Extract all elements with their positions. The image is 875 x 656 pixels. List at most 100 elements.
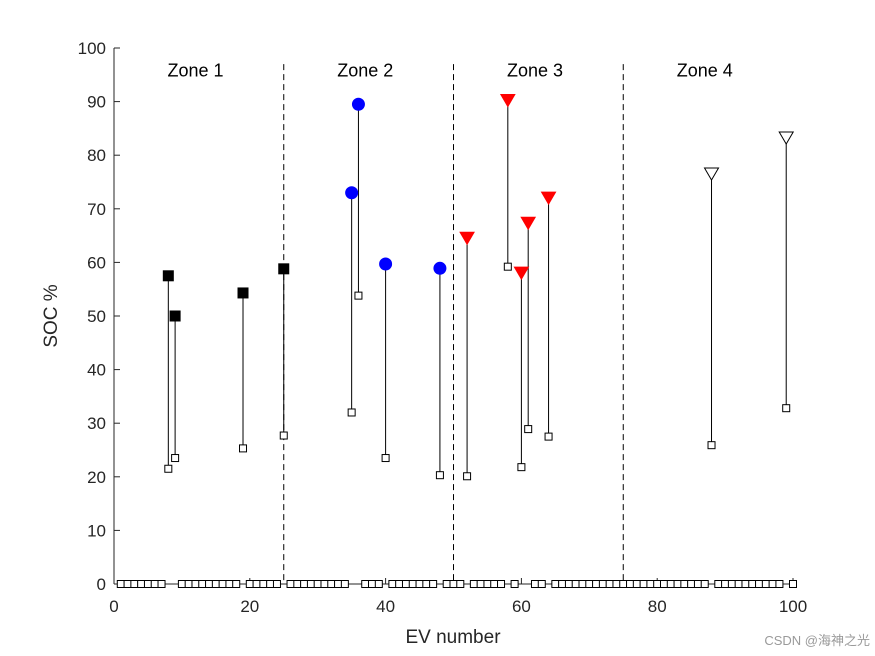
idle-ev-marker xyxy=(605,580,614,588)
idle-ev-marker xyxy=(245,580,254,588)
idle-ev-marker xyxy=(191,580,200,588)
idle-ev-marker xyxy=(741,580,750,588)
final-soc-open-triangle xyxy=(778,131,795,146)
idle-ev-marker xyxy=(639,580,648,588)
idle-ev-marker xyxy=(327,580,336,588)
initial-soc-marker xyxy=(435,471,444,480)
idle-ev-marker xyxy=(714,580,723,588)
idle-ev-marker xyxy=(429,580,438,588)
idle-ev-marker xyxy=(537,580,546,588)
idle-ev-marker xyxy=(775,580,784,588)
idle-ev-marker xyxy=(551,580,560,588)
idle-ev-marker xyxy=(612,580,621,588)
idle-ev-marker xyxy=(361,580,370,588)
y-tick-label: 80 xyxy=(87,146,106,165)
idle-ev-marker xyxy=(687,580,696,588)
idle-ev-marker xyxy=(673,580,682,588)
zone-label: Zone 1 xyxy=(167,61,223,81)
idle-ev-marker xyxy=(585,580,594,588)
idle-ev-marker xyxy=(490,580,499,588)
idle-ev-marker xyxy=(184,580,193,588)
idle-ev-marker xyxy=(198,580,207,588)
idle-ev-marker xyxy=(137,580,146,588)
idle-ev-marker xyxy=(768,580,777,588)
zone-label: Zone 4 xyxy=(677,61,733,81)
idle-ev-marker xyxy=(619,580,628,588)
idle-ev-marker xyxy=(422,580,431,588)
final-soc-square xyxy=(278,263,290,275)
initial-soc-marker xyxy=(463,472,472,481)
idle-ev-marker xyxy=(721,580,730,588)
initial-soc-marker xyxy=(544,432,553,441)
idle-ev-marker xyxy=(442,580,451,588)
final-soc-triangle xyxy=(499,94,516,108)
final-soc-square xyxy=(237,287,249,299)
initial-soc-marker xyxy=(524,425,533,434)
idle-ev-marker xyxy=(646,580,655,588)
idle-ev-marker xyxy=(306,580,315,588)
initial-soc-marker xyxy=(517,463,526,472)
initial-soc-marker xyxy=(279,431,288,440)
final-soc-circle xyxy=(345,186,359,200)
zone-label: Zone 2 xyxy=(337,61,393,81)
y-tick-label: 50 xyxy=(87,307,106,326)
idle-ev-marker xyxy=(755,580,764,588)
idle-ev-marker xyxy=(571,580,580,588)
idle-ev-marker xyxy=(205,580,214,588)
initial-soc-marker xyxy=(354,291,363,300)
idle-ev-marker xyxy=(483,580,492,588)
idle-ev-marker xyxy=(286,580,295,588)
idle-ev-marker xyxy=(123,580,132,588)
idle-ev-marker xyxy=(252,580,261,588)
idle-ev-marker xyxy=(300,580,309,588)
y-tick-label: 60 xyxy=(87,253,106,272)
initial-soc-marker xyxy=(347,408,356,417)
y-tick-label: 70 xyxy=(87,200,106,219)
final-soc-triangle xyxy=(513,266,530,281)
final-soc-open-triangle xyxy=(703,167,720,181)
idle-ev-marker xyxy=(456,580,465,588)
x-tick-label: 40 xyxy=(376,597,395,616)
idle-ev-marker xyxy=(320,580,329,588)
idle-ev-marker xyxy=(476,580,485,588)
idle-ev-marker xyxy=(232,580,241,588)
final-soc-square xyxy=(162,270,174,282)
idle-ev-marker xyxy=(340,580,349,588)
idle-ev-marker xyxy=(693,580,702,588)
idle-ev-marker xyxy=(626,580,635,588)
idle-ev-marker xyxy=(368,580,377,588)
idle-ev-marker xyxy=(632,580,641,588)
y-tick-label: 90 xyxy=(87,93,106,112)
y-tick-label: 40 xyxy=(87,361,106,380)
idle-ev-marker xyxy=(598,580,607,588)
idle-ev-marker xyxy=(143,580,152,588)
idle-ev-marker xyxy=(218,580,227,588)
initial-soc-marker xyxy=(171,454,180,463)
idle-ev-marker xyxy=(449,580,458,588)
idle-ev-marker xyxy=(469,580,478,588)
axes: 0 20 40 60 80 100 0 10 20 30 40 50 60 70 80 90 100 xyxy=(78,39,808,616)
x-tick-label: 80 xyxy=(648,597,667,616)
idle-ev-marker xyxy=(395,580,404,588)
idle-ev-marker xyxy=(272,580,281,588)
idle-ev-marker xyxy=(266,580,275,588)
idle-ev-marker xyxy=(592,580,601,588)
idle-ev-marker xyxy=(700,580,709,588)
initial-soc-marker xyxy=(707,441,716,450)
final-soc-circle xyxy=(351,97,365,111)
watermark-text: CSDN @海神之光 xyxy=(764,633,870,648)
idle-ev-marker xyxy=(388,580,397,588)
x-tick-label: 20 xyxy=(240,597,259,616)
y-tick-label: 100 xyxy=(78,39,106,58)
idle-ev-marker xyxy=(374,580,383,588)
idle-ev-marker xyxy=(157,580,166,588)
y-tick-label: 10 xyxy=(87,521,106,540)
y-tick-label: 20 xyxy=(87,468,106,487)
soc-stems xyxy=(167,100,787,477)
idle-ev-marker xyxy=(408,580,417,588)
final-soc-triangle xyxy=(459,231,475,246)
final-soc-triangle xyxy=(520,216,537,231)
idle-ev-marker xyxy=(334,580,343,588)
initial-soc-marker xyxy=(164,464,173,473)
